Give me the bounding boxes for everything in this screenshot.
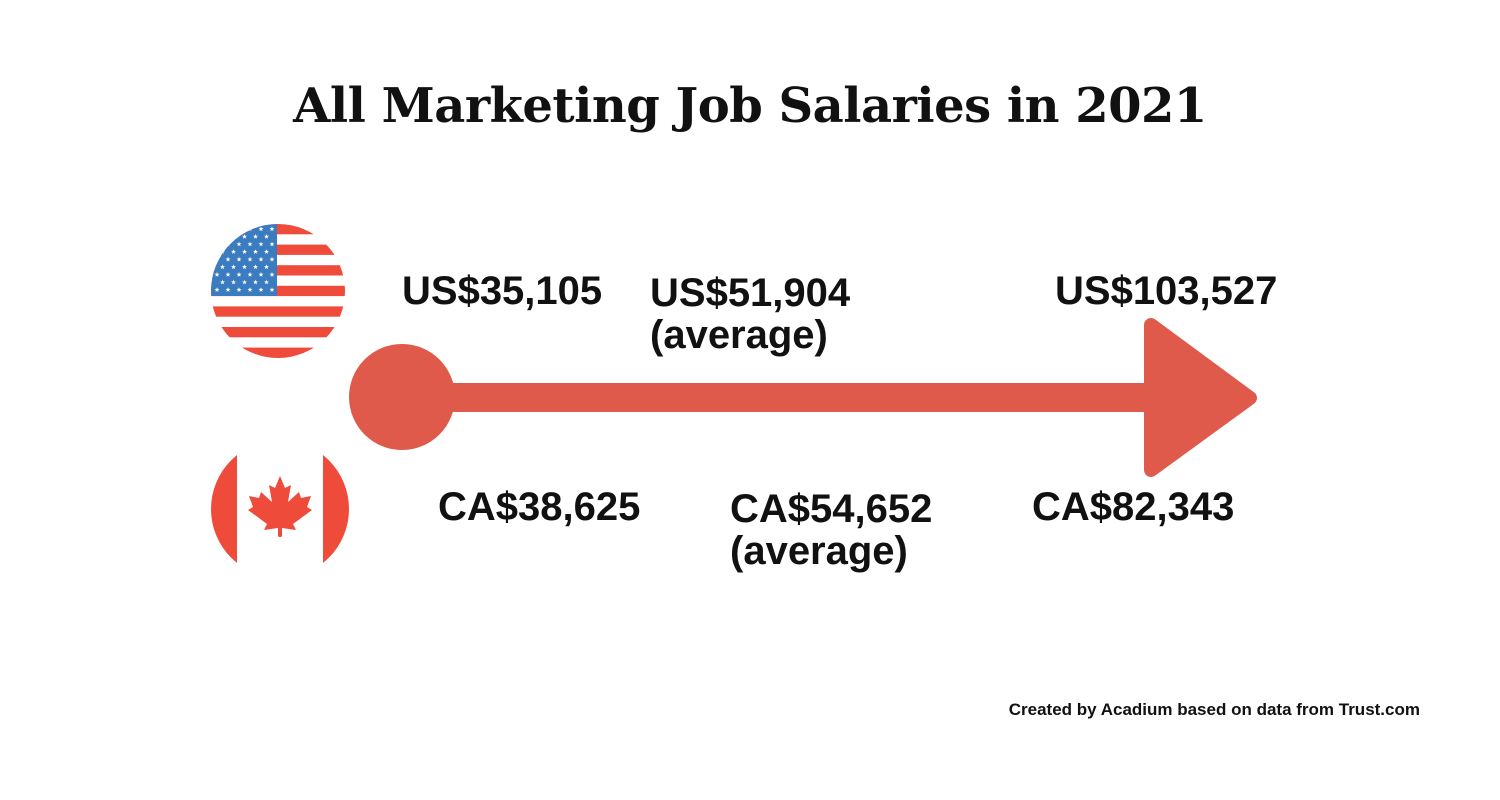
star-icon bbox=[253, 234, 258, 239]
us-average-note: (average) bbox=[650, 313, 828, 357]
maple-leaf-icon bbox=[248, 476, 312, 536]
range-bar bbox=[402, 383, 1162, 412]
star-icon bbox=[242, 249, 247, 254]
star-icon bbox=[269, 287, 275, 292]
star-icon bbox=[264, 264, 269, 270]
star-icon bbox=[269, 256, 275, 262]
star-icon bbox=[214, 226, 220, 232]
star-icon bbox=[253, 279, 258, 285]
star-icon bbox=[236, 287, 242, 292]
star-icon bbox=[236, 226, 242, 232]
ca-max-salary: CA$82,343 bbox=[1032, 485, 1235, 529]
star-icon bbox=[258, 241, 264, 247]
star-icon bbox=[258, 256, 264, 262]
star-icon bbox=[236, 256, 242, 262]
star-icon bbox=[247, 256, 253, 262]
star-icon bbox=[264, 279, 269, 285]
star-icon bbox=[225, 226, 231, 232]
star-icon bbox=[253, 264, 258, 270]
ca-min-salary: CA$38,625 bbox=[438, 485, 641, 529]
star-icon bbox=[258, 272, 264, 277]
star-icon bbox=[269, 226, 275, 232]
star-icon bbox=[258, 226, 264, 232]
us-max-salary: US$103,527 bbox=[1055, 269, 1278, 313]
canada-flag-icon bbox=[211, 440, 349, 578]
star-icon bbox=[247, 241, 253, 247]
star-icon bbox=[214, 241, 220, 247]
us-average-salary: US$51,904 (average) bbox=[650, 272, 850, 356]
ca-average-salary: CA$54,652 (average) bbox=[730, 488, 932, 572]
page-title: All Marketing Job Salaries in 2021 bbox=[293, 78, 1207, 134]
star-icon bbox=[247, 272, 253, 277]
arrow-head-icon bbox=[1144, 318, 1257, 477]
star-icon bbox=[264, 249, 269, 254]
us-average-value: US$51,904 bbox=[650, 271, 851, 315]
star-icon bbox=[236, 241, 242, 247]
star-icon bbox=[242, 264, 247, 270]
salary-range-arrow bbox=[349, 318, 1257, 477]
star-icon bbox=[253, 249, 258, 254]
source-credit: Created by Acadium based on data from Tr… bbox=[1008, 700, 1420, 719]
star-icon bbox=[225, 287, 231, 292]
star-icon bbox=[242, 279, 247, 285]
star-icon bbox=[214, 272, 220, 277]
star-icon bbox=[236, 272, 242, 277]
star-icon bbox=[225, 272, 231, 277]
star-icon bbox=[247, 287, 253, 292]
star-icon bbox=[264, 234, 269, 239]
star-icon bbox=[231, 249, 236, 254]
star-icon bbox=[258, 287, 264, 292]
star-icon bbox=[214, 287, 220, 292]
star-icon bbox=[220, 234, 225, 239]
ca-average-note: (average) bbox=[730, 529, 908, 573]
star-icon bbox=[225, 256, 231, 262]
star-icon bbox=[231, 234, 236, 239]
star-icon bbox=[269, 241, 275, 247]
ca-average-value: CA$54,652 bbox=[730, 487, 933, 531]
us-flag-icon bbox=[211, 224, 345, 358]
star-icon bbox=[242, 234, 247, 239]
star-icon bbox=[231, 279, 236, 285]
star-icon bbox=[220, 264, 225, 270]
star-icon bbox=[220, 279, 225, 285]
us-min-salary: US$35,105 bbox=[402, 269, 603, 313]
star-icon bbox=[231, 264, 236, 270]
star-icon bbox=[269, 272, 275, 277]
